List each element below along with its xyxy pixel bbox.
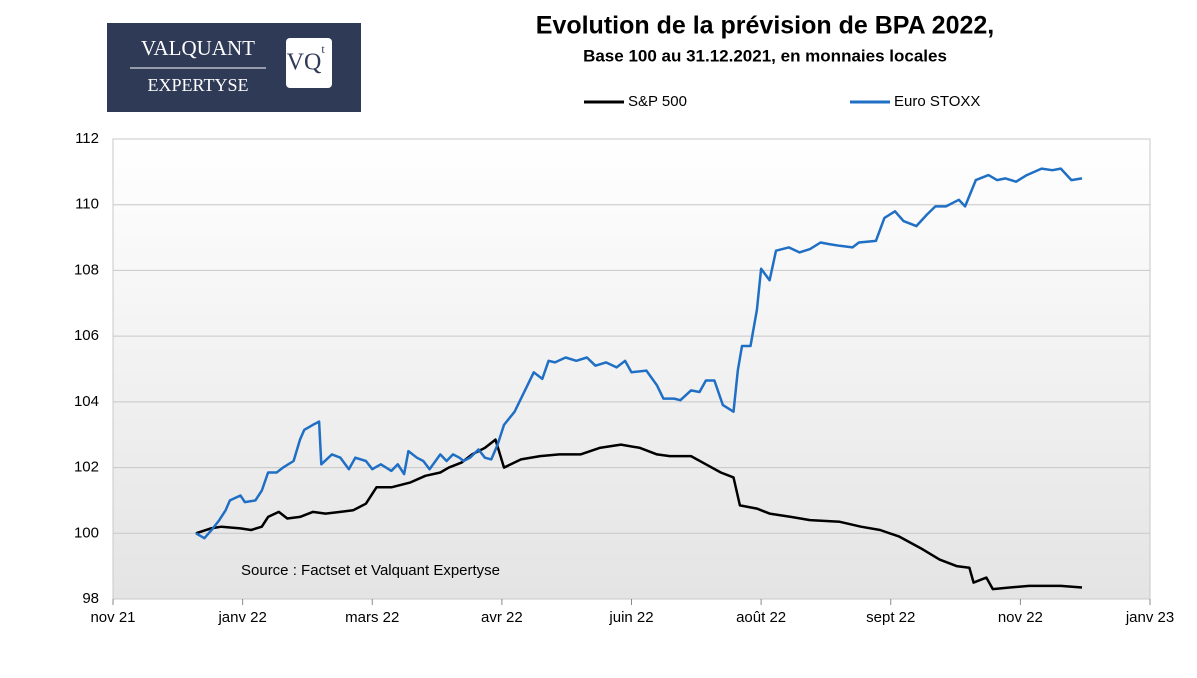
y-tick-label: 108 xyxy=(74,261,99,278)
annotation: Source : Factset et Valquant Expertyse xyxy=(241,562,500,579)
x-tick-label: avr 22 xyxy=(481,609,523,626)
y-tick-label: 106 xyxy=(74,327,99,344)
y-tick-label: 110 xyxy=(75,196,99,213)
chart-title: Evolution de la prévision de BPA 2022, xyxy=(536,12,994,40)
series-line xyxy=(195,167,1083,540)
plot-area xyxy=(112,138,1151,600)
legend-label: S&P 500 xyxy=(628,93,687,110)
x-tick-label: mars 22 xyxy=(345,609,399,626)
legend-label: Euro STOXX xyxy=(894,93,980,110)
chart-subtitle: Base 100 au 31.12.2021, en monnaies loca… xyxy=(583,46,947,65)
logo-text: EXPERTYSE xyxy=(148,75,249,95)
y-tick-label: 98 xyxy=(82,590,99,607)
logo: VALQUANT EXPERTYSE VQ t xyxy=(107,23,361,112)
x-tick-label: juin 22 xyxy=(608,609,653,626)
y-tick-label: 100 xyxy=(74,524,99,541)
logo-mark: VQ xyxy=(287,50,322,76)
logo-mark-sup: t xyxy=(321,42,325,56)
x-tick-label: janv 22 xyxy=(217,609,266,626)
y-tick-label: 112 xyxy=(75,130,99,147)
x-tick-label: nov 22 xyxy=(998,609,1043,626)
y-tick-label: 102 xyxy=(74,459,99,476)
x-tick-label: sept 22 xyxy=(866,609,915,626)
logo-badge xyxy=(286,38,332,88)
y-tick-label: 104 xyxy=(74,393,99,410)
x-tick-label: août 22 xyxy=(736,609,786,626)
logo-text: VALQUANT xyxy=(141,36,255,60)
series-line xyxy=(195,438,1083,591)
x-tick-label: janv 23 xyxy=(1125,609,1174,626)
plot xyxy=(113,138,1150,600)
x-tick-label: nov 21 xyxy=(90,609,135,626)
